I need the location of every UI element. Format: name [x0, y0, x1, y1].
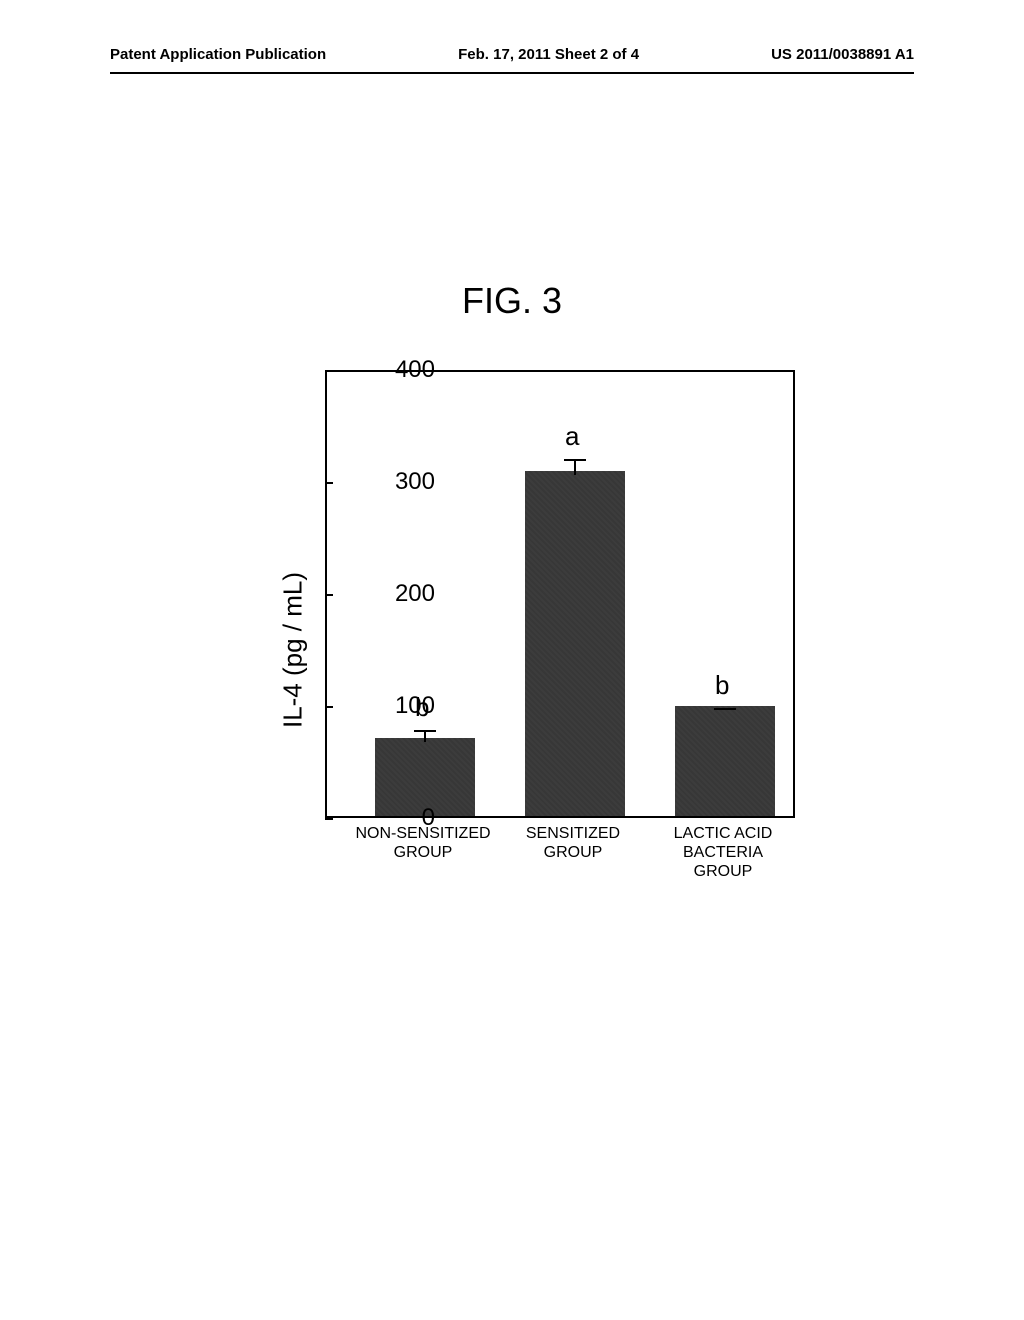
y-tick-label: 200	[385, 580, 435, 608]
significance-letter: a	[565, 421, 579, 452]
error-bar-cap	[714, 708, 736, 710]
header-publication: Patent Application Publication	[110, 46, 326, 63]
bar-chart: IL-4 (pg / mL) bab 0100200300400 NON-SEN…	[220, 370, 810, 930]
y-tick-mark	[325, 370, 333, 372]
y-tick-label: 100	[385, 692, 435, 720]
y-tick-mark	[325, 818, 333, 820]
bar	[525, 471, 625, 816]
header-divider	[110, 72, 914, 74]
y-tick-label: 400	[385, 356, 435, 384]
bar-texture	[525, 471, 625, 816]
x-category-label: LACTIC ACIDBACTERIAGROUP	[643, 824, 803, 882]
x-category-label: NON-SENSITIZEDGROUP	[343, 824, 503, 862]
y-tick-label: 300	[385, 468, 435, 496]
significance-letter: b	[715, 670, 729, 701]
header-doc-number: US 2011/0038891 A1	[771, 46, 914, 63]
bar	[675, 706, 775, 816]
error-bar-cap	[414, 730, 436, 732]
header-date-sheet: Feb. 17, 2011 Sheet 2 of 4	[458, 46, 639, 63]
error-bar-cap	[564, 459, 586, 461]
y-tick-mark	[325, 482, 333, 484]
y-tick-mark	[325, 594, 333, 596]
y-axis-label: IL-4 (pg / mL)	[278, 572, 309, 728]
error-bar	[574, 459, 576, 475]
figure-title: FIG. 3	[0, 280, 1024, 322]
bar-texture	[675, 706, 775, 816]
x-category-label: SENSITIZEDGROUP	[493, 824, 653, 862]
y-tick-mark	[325, 706, 333, 708]
